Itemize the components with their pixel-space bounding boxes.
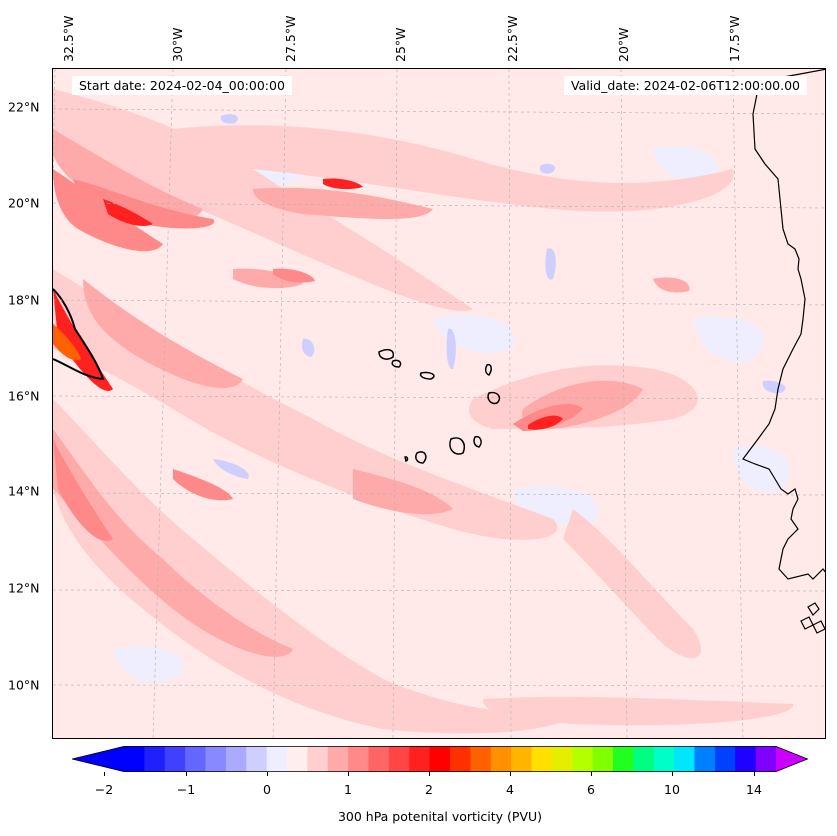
latitude-label: 10°N (8, 677, 40, 693)
colorbar-label: 300 hPa potenital vorticity (PVU) (337, 809, 543, 824)
colorbar-segment (266, 746, 288, 772)
colorbar-tick-label: 14 (746, 782, 762, 797)
colorbar-segment (551, 746, 573, 772)
latitude-label: 20°N (8, 195, 40, 211)
colorbar-segment (185, 746, 206, 772)
longitude-label: 25°W (393, 27, 408, 62)
colorbar-segment (287, 746, 308, 772)
colorbar-tick-label: 2 (425, 782, 433, 797)
colorbar-segment (572, 746, 594, 772)
colorbar-segment (164, 746, 186, 772)
longitude-label: 32.5°W (61, 15, 76, 62)
colorbar-tick-mark (672, 772, 673, 776)
colorbar-segment (714, 746, 736, 772)
colorbar (72, 746, 808, 772)
colorbar-tick-label: 0 (263, 782, 271, 797)
moderate-positive-pv-band (53, 129, 690, 657)
colorbar-segment (205, 746, 227, 772)
colorbar-tick-label: 6 (587, 782, 595, 797)
colorbar-segment (307, 746, 329, 772)
colorbar-segment (144, 746, 166, 772)
african-coastline (742, 69, 825, 580)
longitude-label: 20°W (616, 27, 631, 62)
colorbar-segment (694, 746, 716, 772)
colorbar-segment (490, 746, 512, 772)
colorbar-segment (388, 746, 410, 772)
colorbar-outline (72, 746, 808, 772)
colorbar-segment (633, 746, 655, 772)
pv-field-map (53, 69, 825, 738)
latitude-label: 12°N (8, 580, 40, 596)
colorbar-segment (613, 746, 634, 772)
colorbar-tick-mark (591, 772, 592, 776)
colorbar-tick-mark (186, 772, 187, 776)
high-pv-core (53, 324, 81, 361)
colorbar-segment (246, 746, 268, 772)
graticule (53, 69, 825, 738)
colorbar-segment (409, 746, 431, 772)
longitude-label: 30°W (170, 27, 185, 62)
colorbar-segment (511, 746, 532, 772)
map-panel (52, 68, 826, 739)
colorbar-segment (450, 746, 471, 772)
start-date-label: Start date: 2024-02-04_00:00:00 (72, 76, 292, 95)
colorbar-segment (735, 746, 757, 772)
colorbar-segment (674, 746, 695, 772)
colorbar-segment (348, 746, 369, 772)
colorbar-tick-mark (754, 772, 755, 776)
colorbar-segment (531, 746, 553, 772)
colorbar-max-extend (776, 746, 808, 772)
colorbar-segment (653, 746, 675, 772)
colorbar-segment (124, 746, 145, 772)
colorbar-min-extend (72, 746, 124, 772)
bijagos-islands (800, 602, 825, 634)
colorbar-segment (755, 746, 777, 772)
colorbar-segment (592, 746, 614, 772)
valid-date-label: Valid_date: 2024-02-06T12:00:00.00 (563, 76, 807, 95)
colorbar-segment (470, 746, 492, 772)
longitude-label: 17.5°W (727, 15, 742, 62)
colorbar-tick-mark (429, 772, 430, 776)
latitude-label: 16°N (8, 388, 40, 404)
pv-contour-line (53, 288, 105, 381)
colorbar-tick-mark (510, 772, 511, 776)
colorbar-tick-label: −2 (94, 782, 114, 797)
colorbar-segment (327, 746, 349, 772)
colorbar-tick-mark (104, 772, 105, 776)
latitude-label: 14°N (8, 483, 40, 499)
colorbar-segment (225, 746, 247, 772)
colorbar-tick-label: 1 (344, 782, 352, 797)
colorbar-segment (368, 746, 390, 772)
colorbar-tick-label: 4 (506, 782, 514, 797)
cape-verde-islands (378, 348, 501, 464)
latitude-label: 18°N (8, 292, 40, 308)
colorbar-tick-label: −1 (176, 782, 196, 797)
light-positive-pv-band (53, 89, 794, 734)
longitude-label: 22.5°W (505, 15, 520, 62)
colorbar-segment (429, 746, 451, 772)
colorbar-tick-mark (267, 772, 268, 776)
longitude-label: 27.5°W (283, 15, 298, 62)
colorbar-tick-label: 10 (664, 782, 680, 797)
latitude-label: 22°N (8, 99, 40, 115)
colorbar-tick-mark (348, 772, 349, 776)
